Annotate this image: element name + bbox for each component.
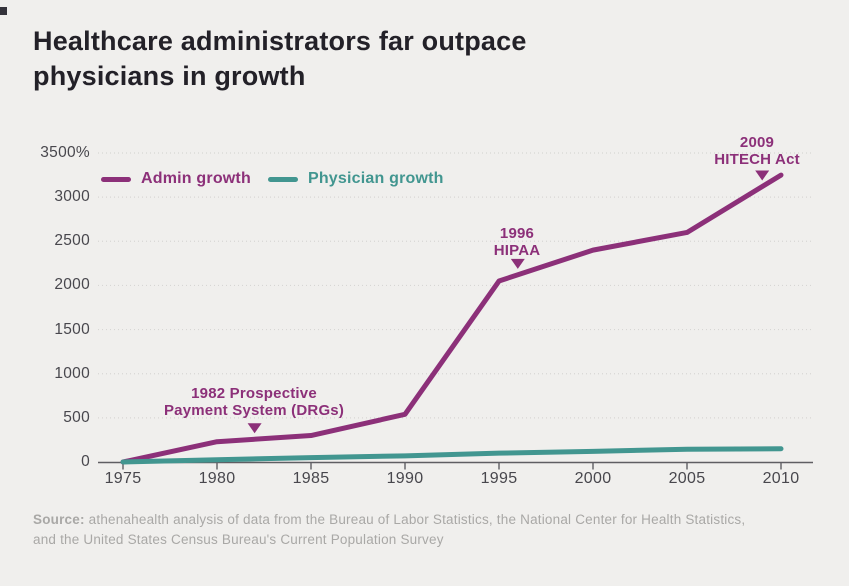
y-axis-label: 1000 xyxy=(54,364,90,382)
annotation-marker-icon xyxy=(510,258,525,269)
y-axis-label: 3000 xyxy=(54,188,90,206)
y-axis-label: 3500% xyxy=(40,144,90,161)
x-axis-label: 2000 xyxy=(574,470,612,487)
x-axis-label: 1975 xyxy=(104,470,142,487)
chart-legend: Admin growth Physician growth xyxy=(101,168,444,190)
series-line-admin xyxy=(120,172,784,465)
source-label: Source: xyxy=(33,512,85,527)
y-axis-label: 2500 xyxy=(54,232,90,250)
annotation-hitech-line-1: 2009 xyxy=(739,134,775,151)
annotation-marker-icon xyxy=(247,423,262,434)
y-axis-label: 1500 xyxy=(54,320,90,338)
y-axis-label: 0 xyxy=(81,453,90,470)
x-axis-label: 2010 xyxy=(762,470,800,487)
source-note: Source: athenahealth analysis of data fro… xyxy=(33,510,758,550)
title-line-2: physicians in growth xyxy=(33,61,306,91)
x-axis-label: 1980 xyxy=(198,470,236,487)
annotation-hitech: 2009 HITECH Act xyxy=(714,134,800,168)
annotation-drg-line-1: 1982 Prospective xyxy=(191,385,317,402)
title-line-1: Healthcare administrators far outpace xyxy=(33,26,527,56)
annotation-drg: 1982 Prospective Payment System (DRGs) xyxy=(164,385,344,419)
y-axis-label: 2000 xyxy=(54,276,90,294)
x-axis-label: 1985 xyxy=(292,470,330,487)
corner-artifact xyxy=(0,7,7,15)
x-axis-label: 1995 xyxy=(480,470,518,487)
annotation-marker-icon xyxy=(755,170,770,181)
series-line-physician xyxy=(120,446,784,465)
admin-legend-swatch-icon xyxy=(101,176,131,182)
annotation-hitech-line-2: HITECH Act xyxy=(714,151,800,168)
source-text: athenahealth analysis of data from the B… xyxy=(33,512,746,547)
x-axis-label: 1990 xyxy=(386,470,424,487)
y-axis-label: 500 xyxy=(63,408,90,426)
annotation-hipaa: 1996 HIPAA xyxy=(494,225,541,259)
annotation-hipaa-line-1: 1996 xyxy=(499,225,535,242)
annotation-hipaa-line-2: HIPAA xyxy=(493,242,541,259)
page-title: Healthcare administrators far outpace ph… xyxy=(33,24,527,94)
admin-legend-label: Admin growth xyxy=(141,170,251,187)
physician-legend-swatch-icon xyxy=(267,176,298,182)
annotation-drg-line-2: Payment System (DRGs) xyxy=(163,402,345,419)
x-axis-label: 2005 xyxy=(668,470,706,487)
physician-legend-label: Physician growth xyxy=(307,170,444,187)
